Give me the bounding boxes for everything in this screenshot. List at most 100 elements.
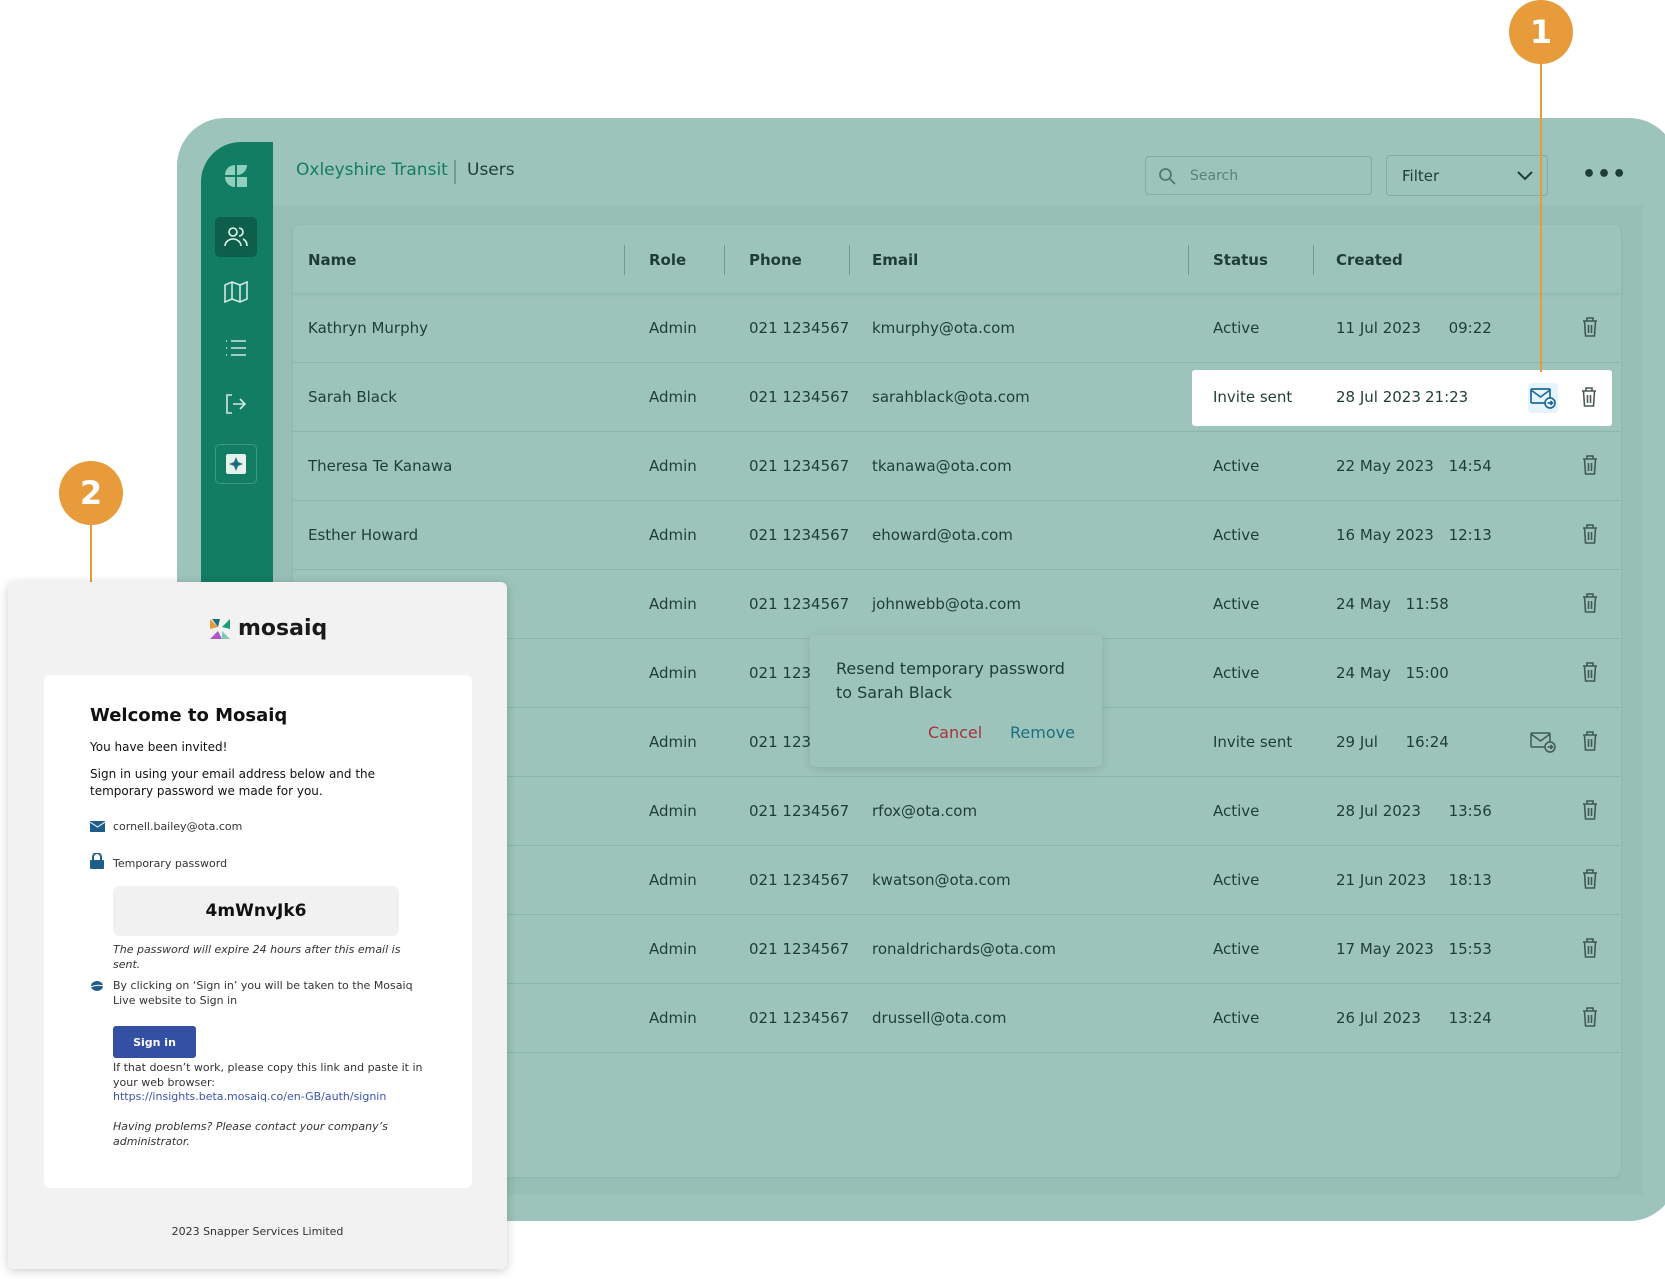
user-email: sarahblack@ota.com	[872, 388, 1030, 406]
delete-button[interactable]	[1582, 869, 1598, 893]
callout-badge-2: 2	[59, 461, 123, 525]
column-created[interactable]: Created	[1336, 251, 1403, 269]
delete-button[interactable]	[1582, 455, 1598, 479]
trash-icon	[1583, 317, 1597, 337]
column-email[interactable]: Email	[872, 251, 919, 269]
user-phone: 021 1234567	[749, 457, 850, 475]
sign-in-button[interactable]: Sign in	[113, 1026, 196, 1058]
resend-invite-button[interactable]	[1528, 383, 1558, 413]
created-date: 17 May 2023	[1336, 940, 1434, 958]
user-email: kwatson@ota.com	[872, 871, 1011, 889]
user-phone: 021 12345	[749, 733, 831, 751]
envelope-icon	[90, 821, 105, 832]
user-role: Admin	[649, 871, 697, 889]
created-date: 22 May 2023	[1336, 457, 1434, 475]
user-email: ehoward@ota.com	[872, 526, 1013, 544]
mosaiq-logo-icon	[210, 618, 230, 639]
delete-button[interactable]	[1582, 662, 1598, 686]
column-name[interactable]: Name	[308, 251, 357, 269]
help-text: Having problems? Please contact your com…	[113, 1120, 388, 1148]
table-row[interactable]: Admin 021 1234567 drussell@ota.com Active 26…	[293, 984, 1621, 1053]
table-header: Name Role Phone Email Status Created	[293, 225, 1621, 294]
list-icon[interactable]	[215, 328, 257, 368]
mosaiq-logo: mosaiq	[208, 616, 327, 641]
user-phone: 021 1234567	[749, 526, 850, 544]
invited-text: You have been invited!	[90, 740, 228, 754]
delete-button[interactable]	[1582, 800, 1598, 824]
cancel-button[interactable]: Cancel	[928, 723, 983, 742]
app-switcher-icon[interactable]	[215, 444, 257, 484]
trash-icon	[1583, 455, 1597, 475]
created-date: 24 May	[1336, 595, 1391, 613]
breadcrumb-divider	[454, 160, 456, 184]
column-divider	[724, 245, 725, 275]
delete-button[interactable]	[1582, 593, 1598, 617]
email-address: cornell.bailey@ota.com	[113, 820, 243, 833]
delete-button[interactable]	[1582, 317, 1598, 341]
trash-icon	[1583, 1007, 1597, 1027]
column-role[interactable]: Role	[649, 251, 687, 269]
more-options-icon[interactable]: •••	[1582, 162, 1628, 187]
status-badge: Active	[1213, 802, 1260, 820]
table-row[interactable]: Theresa Te Kanawa Admin 021 1234567 tkanawa…	[293, 432, 1621, 501]
resend-invite-button[interactable]	[1528, 727, 1558, 757]
filter-dropdown[interactable]: Filter	[1386, 155, 1548, 196]
table-row[interactable]: Kathryn Murphy Admin 021 1234567 kmurphy@ot…	[293, 294, 1621, 363]
table-row[interactable]: Admin 021 12345 Invite sent 29 Jul 16:24	[293, 708, 1621, 777]
user-phone: 021 1234567	[749, 871, 850, 889]
map-icon[interactable]	[215, 272, 257, 312]
delete-button[interactable]	[1581, 387, 1597, 411]
status-badge: Invite sent	[1213, 388, 1293, 406]
status-badge: Active	[1213, 595, 1260, 613]
created-date: 24 May	[1336, 664, 1391, 682]
trash-icon	[1583, 938, 1597, 958]
chevron-down-icon	[1517, 170, 1533, 180]
user-email: rfox@ota.com	[872, 802, 978, 820]
delete-button[interactable]	[1582, 1007, 1598, 1031]
column-divider	[1313, 245, 1314, 275]
table-row[interactable]: Admin 021 1234567 rfox@ota.com Active 28 Jul…	[293, 777, 1621, 846]
table-row[interactable]: Esther Howard Admin 021 1234567 ehoward@ota…	[293, 501, 1621, 570]
user-phone: 021 12345	[749, 664, 831, 682]
user-role: Admin	[649, 940, 697, 958]
delete-button[interactable]	[1582, 524, 1598, 548]
callout-line-1	[1540, 64, 1542, 372]
logo-icon	[215, 156, 257, 196]
globe-icon	[90, 981, 104, 991]
signin-link[interactable]: https://insights.beta.mosaiq.co/en-GB/au…	[113, 1090, 387, 1103]
created-date: 28 Jul 2023	[1336, 802, 1421, 820]
brand-name: mosaiq	[238, 616, 328, 641]
created-time: 12:13	[1448, 526, 1492, 544]
table-row[interactable]: Sarah Black Admin 021 1234567 sarahblack@ot…	[293, 363, 1621, 432]
user-email: ronaldrichards@ota.com	[872, 940, 1056, 958]
email-body: Welcome to Mosaiq You have been invited!…	[44, 675, 472, 1188]
created-time: 14:54	[1448, 457, 1492, 475]
column-phone[interactable]: Phone	[749, 251, 802, 269]
column-status[interactable]: Status	[1213, 251, 1268, 269]
status-badge: Invite sent	[1213, 733, 1293, 751]
search-icon	[1159, 167, 1176, 185]
user-name: Kathryn Murphy	[308, 319, 428, 337]
user-name: Theresa Te Kanawa	[308, 457, 453, 475]
created-time: 09:22	[1448, 319, 1492, 337]
org-name[interactable]: Oxleyshire Transit	[296, 160, 448, 180]
logout-icon[interactable]	[215, 384, 257, 424]
created-time: 18:13	[1448, 871, 1492, 889]
status-badge: Active	[1213, 940, 1260, 958]
created-date: 21 Jun 2023	[1336, 871, 1427, 889]
filter-label: Filter	[1402, 166, 1440, 185]
users-icon[interactable]	[215, 217, 257, 257]
created-date: 11 Jul 2023	[1336, 319, 1421, 337]
search-input[interactable]: Search	[1145, 156, 1372, 195]
temporary-password: 4mWnvJk6	[113, 886, 399, 936]
delete-button[interactable]	[1582, 938, 1598, 962]
table-row[interactable]: Admin 021 1234567 kwatson@ota.com Active 21 …	[293, 846, 1621, 915]
created-time: 21:23	[1425, 388, 1469, 406]
delete-button[interactable]	[1582, 731, 1598, 755]
remove-button[interactable]: Remove	[1010, 723, 1075, 742]
status-badge: Active	[1213, 457, 1260, 475]
trash-icon	[1583, 731, 1597, 751]
user-role: Admin	[649, 664, 697, 682]
user-email: drussell@ota.com	[872, 1009, 1007, 1027]
table-row[interactable]: Admin 021 1234567 ronaldrichards@ota.com Ac…	[293, 915, 1621, 984]
